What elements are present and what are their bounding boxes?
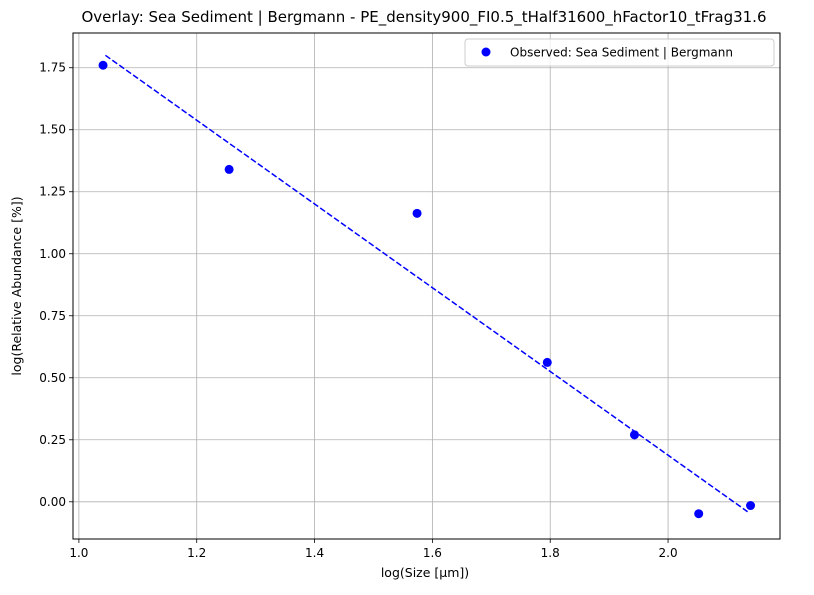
- data-point: [694, 509, 704, 519]
- y-tick-label: 0.00: [39, 495, 66, 509]
- y-tick-label: 0.50: [39, 371, 66, 385]
- data-point: [629, 430, 639, 440]
- legend-box: [464, 38, 775, 67]
- data-point: [542, 357, 552, 367]
- y-tick-label: 0.25: [39, 433, 66, 447]
- y-tick-label: 1.00: [39, 247, 66, 261]
- y-tick-label: 1.75: [39, 61, 66, 75]
- data-point: [224, 164, 234, 174]
- data-point: [98, 60, 108, 70]
- x-tick-label: 1.4: [305, 546, 324, 560]
- x-tick-label: 1.2: [187, 546, 206, 560]
- x-tick-label: 1.0: [69, 546, 88, 560]
- y-axis-label: log(Relative Abundance [%]): [9, 196, 24, 375]
- chart-title: Overlay: Sea Sediment | Bergmann - PE_de…: [81, 8, 766, 27]
- y-tick-label: 0.75: [39, 309, 66, 323]
- x-tick-label: 1.6: [423, 546, 442, 560]
- legend-label: Observed: Sea Sediment | Bergmann: [510, 46, 733, 60]
- x-axis-label: log(Size [μm]): [381, 565, 469, 580]
- data-point: [746, 501, 756, 511]
- x-axis-ticks: 1.0 1.2 1.4 1.6 1.8 2.0: [69, 539, 678, 560]
- y-tick-label: 1.50: [39, 123, 66, 137]
- data-point: [412, 208, 422, 218]
- legend: Observed: Sea Sediment | Bergmann: [464, 38, 775, 67]
- fit-line-layer: [104, 54, 749, 513]
- grid: [73, 33, 780, 539]
- legend-marker: [481, 47, 491, 57]
- y-tick-label: 1.25: [39, 185, 66, 199]
- x-tick-label: 2.0: [659, 546, 678, 560]
- plot-frame: [72, 32, 781, 540]
- fit-line: [104, 54, 749, 513]
- y-axis-ticks: 0.00 0.25 0.50 0.75 1.00 1.25 1.50 1.75: [39, 61, 73, 509]
- data-points: [98, 60, 756, 519]
- x-tick-label: 1.8: [541, 546, 560, 560]
